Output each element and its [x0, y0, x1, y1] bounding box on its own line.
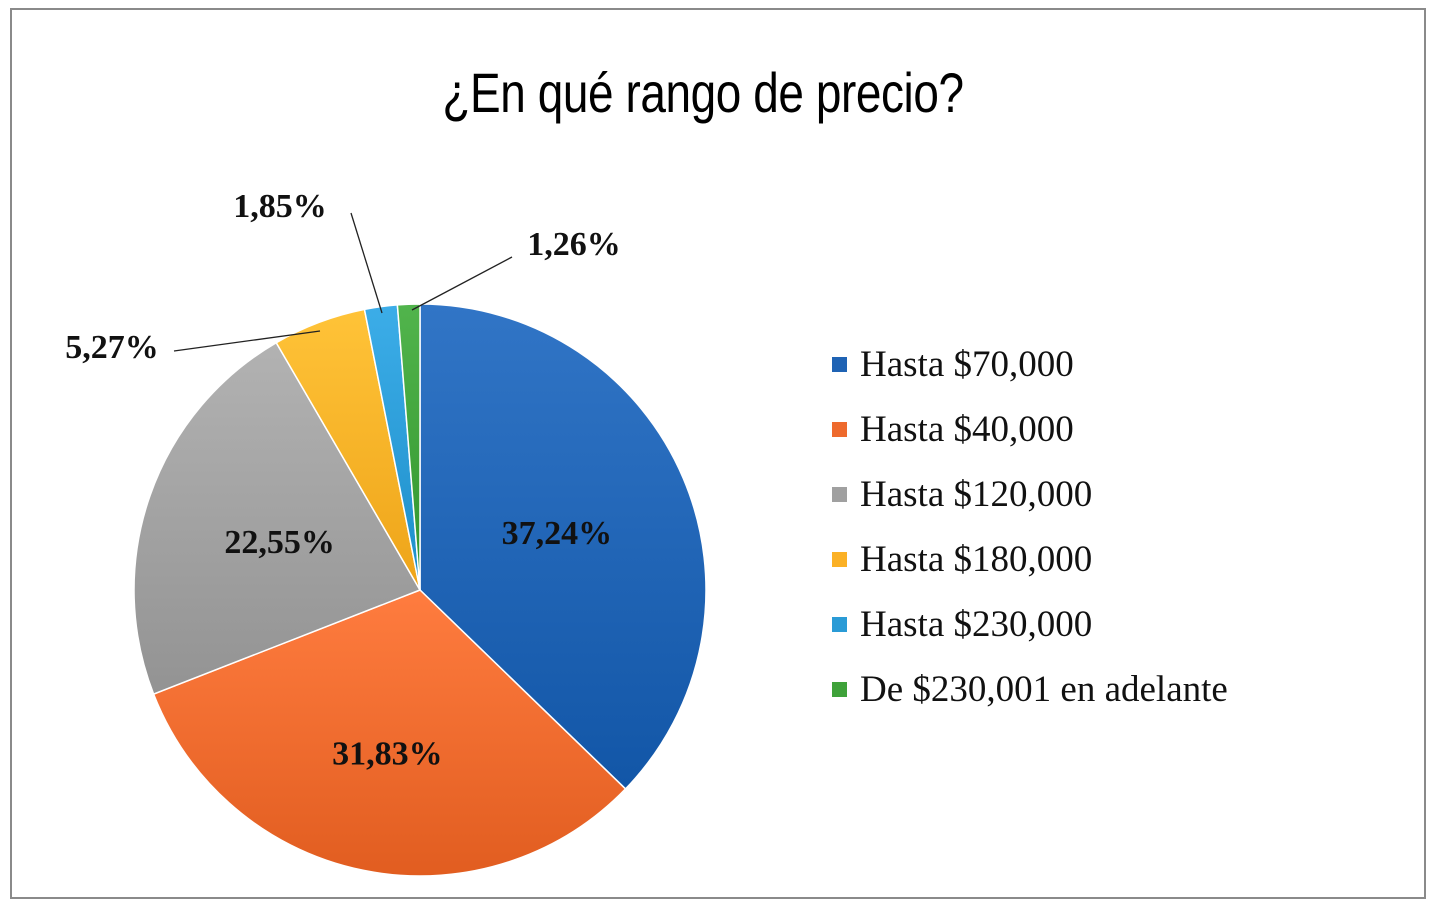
data-label-2: 31,83% — [332, 736, 443, 773]
data-label-5: 1,85% — [233, 188, 327, 225]
legend-swatch — [832, 357, 847, 372]
pie-slice-2 — [152, 589, 627, 877]
legend-swatch — [832, 617, 847, 632]
legend-item-6: De $230,001 en adelante — [832, 657, 1228, 722]
pie-chart: 37,24% 31,83% 22,55% 5,27% 1,85% 1,26% — [65, 188, 707, 877]
legend-label: Hasta $70,000 — [860, 344, 1074, 385]
legend-item-3: Hasta $120,000 — [832, 462, 1228, 527]
legend-label: Hasta $40,000 — [860, 409, 1074, 450]
chart-frame: ¿En qué rango de precio? 37,24% 31,83% 22,… — [10, 8, 1426, 899]
data-label-1: 37,24% — [502, 515, 613, 552]
legend-item-2: Hasta $40,000 — [832, 397, 1228, 462]
pie-slice-3 — [133, 341, 422, 696]
pie-slice-6 — [396, 303, 421, 591]
legend-swatch — [832, 552, 847, 567]
legend-label: Hasta $120,000 — [860, 474, 1093, 515]
chart-title: ¿En qué rango de precio? — [442, 61, 964, 124]
leader-line-4 — [173, 330, 321, 352]
leader-line-6 — [411, 256, 513, 311]
legend-item-4: Hasta $180,000 — [832, 527, 1228, 592]
legend-label: De $230,001 en adelante — [860, 669, 1228, 710]
leader-line-5 — [350, 212, 383, 314]
legend-label: Hasta $230,000 — [860, 604, 1093, 645]
data-label-3: 22,55% — [224, 524, 335, 561]
data-label-4: 5,27% — [65, 329, 159, 366]
legend-swatch — [832, 422, 847, 437]
legend-label: Hasta $180,000 — [860, 539, 1093, 580]
pie-slice-1 — [419, 303, 707, 790]
data-label-6: 1,26% — [527, 226, 621, 263]
chart-legend: Hasta $70,000 Hasta $40,000 Hasta $120,000… — [832, 332, 1228, 722]
legend-swatch — [832, 487, 847, 502]
legend-item-5: Hasta $230,000 — [832, 592, 1228, 657]
legend-swatch — [832, 682, 847, 697]
legend-item-1: Hasta $70,000 — [832, 332, 1228, 397]
